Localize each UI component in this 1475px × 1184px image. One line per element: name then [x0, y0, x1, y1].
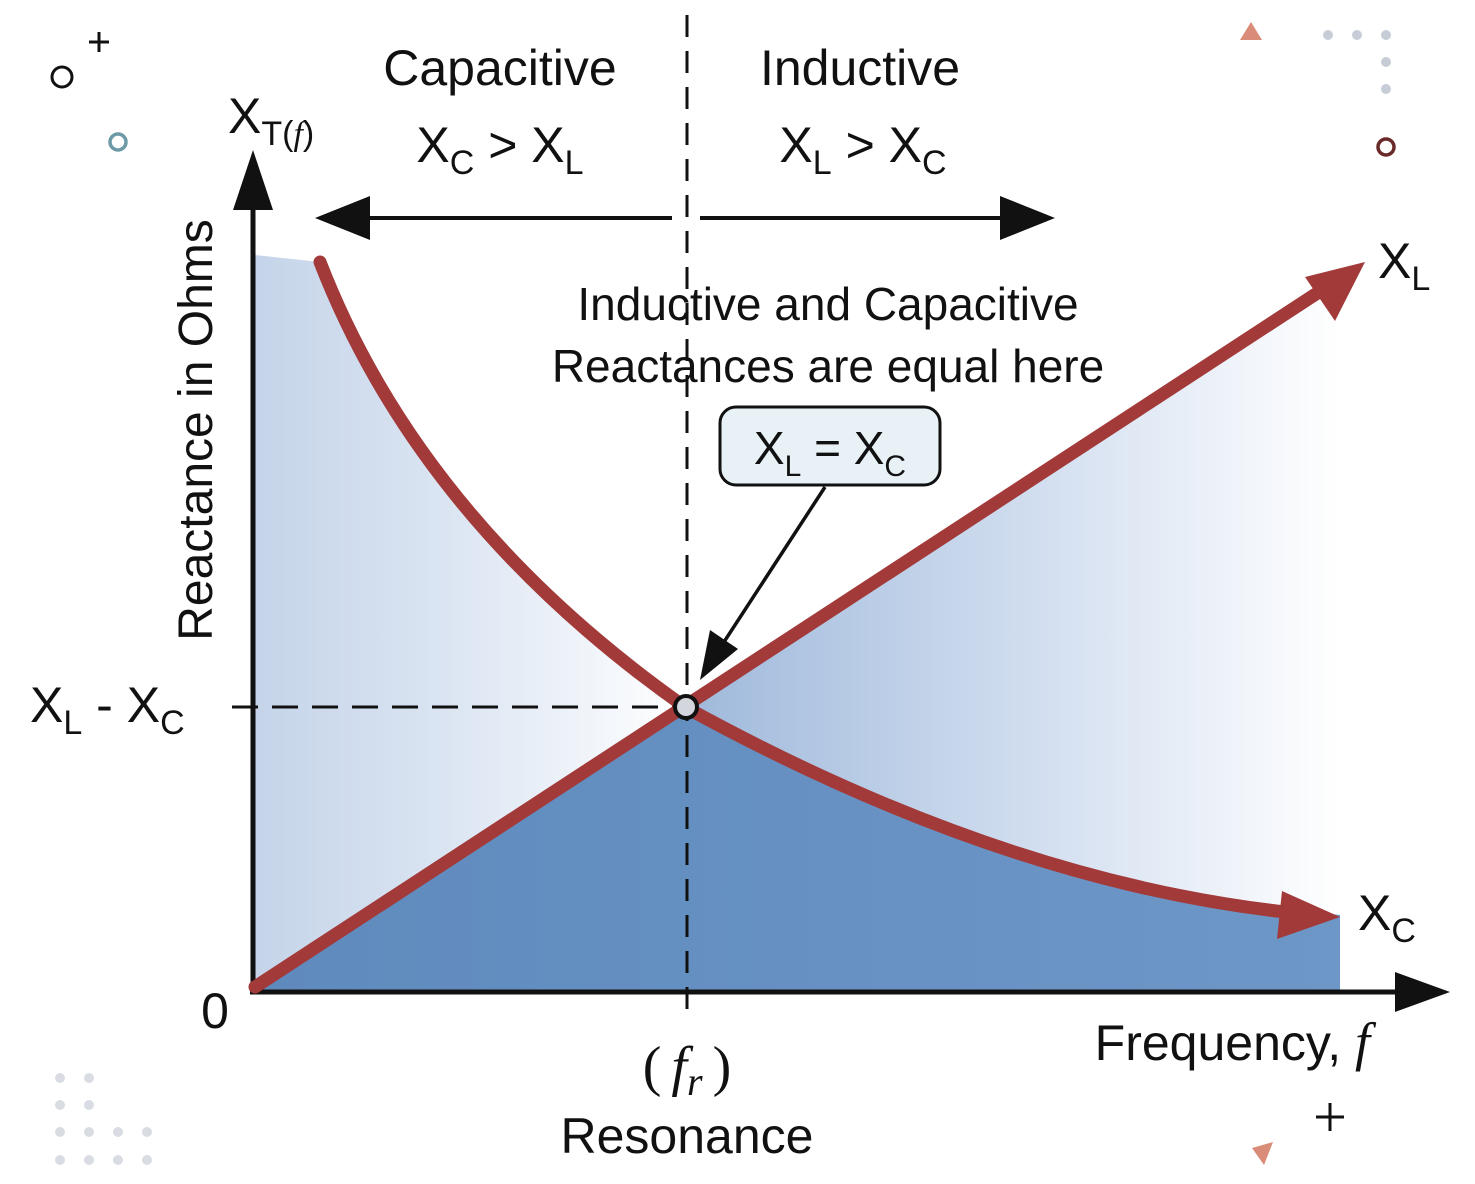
capacitive-region-title: Capacitive	[383, 40, 616, 96]
capacitive-relation: XC > XL	[416, 117, 583, 182]
xc-curve-label: XC	[1358, 885, 1416, 950]
region-arrows	[315, 196, 1055, 240]
equality-box	[718, 405, 942, 487]
plus-icon	[1316, 1103, 1344, 1131]
inductive-relation: XL > XC	[779, 117, 946, 182]
plus-icon	[89, 32, 109, 52]
equality-label: XL = XC	[754, 422, 906, 483]
xl-curve-label: XL	[1378, 233, 1430, 298]
decorations	[50, 22, 1396, 1165]
dot-grid-icon	[55, 1073, 152, 1165]
ring-icon	[108, 132, 128, 152]
xl-curve	[248, 281, 1332, 994]
triangle-icon	[1252, 1142, 1273, 1165]
capacitive-region-fill	[255, 255, 685, 990]
xl-arrowhead	[1305, 262, 1365, 321]
x-axis-label: Frequency, f	[1095, 1012, 1377, 1072]
dot-grid-icon	[1323, 30, 1391, 94]
capacitive-arrowhead	[315, 196, 370, 240]
crossing-value-label: XL - XC	[30, 677, 185, 742]
y-axis-arrowhead	[233, 150, 273, 210]
pointer-arrowhead	[700, 630, 738, 680]
resonance-frequency-label: (fr)	[643, 1036, 731, 1104]
annotation-line-1: Inductive and Capacitive	[577, 278, 1078, 330]
pointer-line	[720, 486, 827, 646]
triangle-icon	[1240, 22, 1262, 40]
resonance-label: Resonance	[561, 1108, 814, 1164]
resonance-point	[673, 694, 699, 720]
curves	[248, 255, 1365, 994]
annotation-line-2: Reactances are equal here	[552, 340, 1104, 392]
y-axis-zero: 0	[201, 983, 229, 1039]
inductive-region-fill	[685, 270, 1340, 915]
axes	[233, 150, 1450, 1012]
x-axis-arrowhead	[1395, 972, 1450, 1012]
common-reactance-fill	[255, 707, 1340, 990]
inductive-arrowhead	[1000, 196, 1055, 240]
ring-icon	[50, 65, 74, 89]
inductive-region-title: Inductive	[760, 40, 960, 96]
y-axis-label: Reactance in Ohms	[170, 219, 223, 641]
shaded-regions	[255, 255, 1340, 990]
xc-arrowhead	[1277, 891, 1340, 939]
annotation-pointer	[700, 486, 827, 680]
y-axis-title: XT(f)	[228, 88, 314, 153]
ring-icon	[1376, 137, 1396, 157]
